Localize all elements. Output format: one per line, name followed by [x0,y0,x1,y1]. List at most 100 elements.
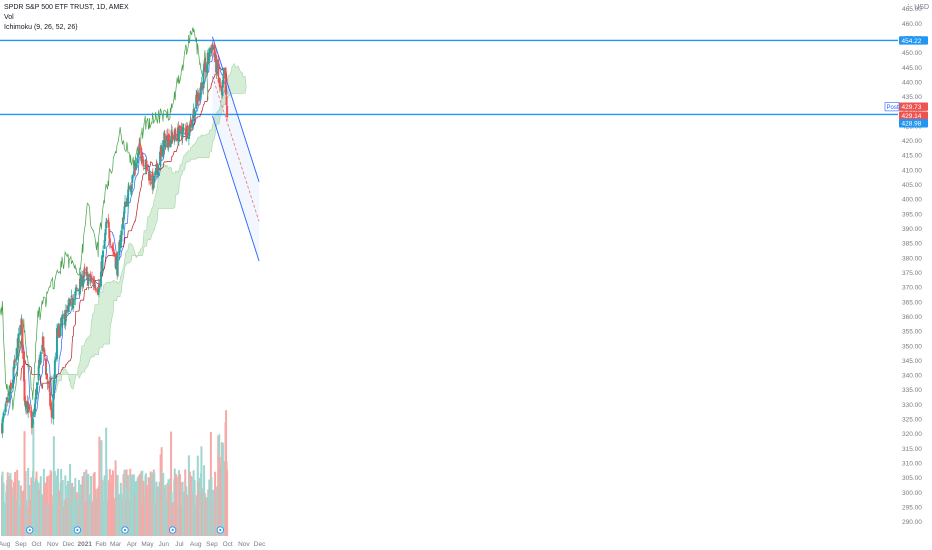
candle-body [28,406,31,410]
candle-body [112,248,115,253]
volume-bar [182,491,185,536]
candle-body [145,160,148,164]
candle-body [14,360,17,362]
candle-body [21,328,24,354]
time-tick-label: Jun [159,541,170,548]
price-tag-last [899,111,928,120]
volume-bar [120,493,123,536]
price-tag-hline-lower [899,119,928,128]
time-axis[interactable]: Aug Sep Oct Nov Dec 2021 Feb Mar Apr May Jun Jul Aug… [0,538,932,550]
candle-body [184,129,187,136]
candle-body [72,298,75,306]
volume-bar [175,475,178,536]
volume-bar [168,486,170,536]
volume-bar [28,499,31,536]
price-tag-post-text: 429.73 [902,104,922,111]
price-tick-label: 435.00 [902,94,922,101]
candle-body [82,277,85,283]
candle-body [104,229,107,235]
candle-body [3,413,6,416]
candle-body [171,132,174,136]
candle-body [63,313,66,316]
candle-body [182,127,185,131]
volume-bar [36,480,39,536]
price-tick-label: 390.00 [902,226,922,233]
volume-bar [98,436,101,536]
candle-body [162,137,165,139]
candle-body [76,290,79,292]
candle-body [64,310,67,322]
candle-body [130,188,133,192]
candle-body [177,127,180,141]
volume-bar [14,471,17,536]
candle-body [22,351,25,382]
candle-body [207,53,210,61]
regression-channel[interactable] [212,36,260,262]
price-tick-label: 365.00 [902,299,922,306]
ichimoku-indicator-label[interactable]: Ichimoku (9, 26, 52, 26) [4,24,78,31]
candle-body [110,245,113,248]
time-tick-label: Jul [175,541,184,548]
price-tick-label: 310.00 [902,461,922,468]
post-badge [884,102,900,112]
price-tick-label: 375.00 [902,270,922,277]
candle-body [221,80,224,88]
volume-bar [91,502,94,536]
volume-bar [215,486,218,536]
volume-bar [171,502,174,536]
candle-body [153,175,156,183]
time-tick-label: 2021 [77,541,92,548]
candle-body [97,285,100,293]
volume-bar [25,500,28,536]
candle-body [147,169,150,171]
volume-bar [162,472,165,536]
candle-body [187,136,190,139]
volume-bar [189,475,192,536]
candle-body [140,147,143,161]
candle-body [35,389,38,400]
post-badge-text: Post [887,105,899,111]
dividend-icon-dot [76,528,79,532]
candle-body [2,416,5,420]
candle-body [4,403,7,413]
volume-bar [157,487,159,536]
symbol-title[interactable]: SPDR S&P 500 ETF TRUST, 1D, AMEX [4,4,129,11]
candle-body [225,92,228,95]
volume-bar [72,486,75,536]
candle-body [144,168,147,169]
candle-body [52,380,55,394]
candle-body [108,238,111,244]
candle-body [57,324,60,328]
candles [1,41,229,438]
candle-body [32,411,35,417]
volume-bar [6,472,9,536]
candle-body [213,44,216,58]
candle-body [159,151,162,164]
candle-body [157,165,159,176]
candle-body [180,126,183,134]
candle-body [77,289,80,291]
candle-body [66,305,69,313]
volume-bar [50,495,53,536]
volume-bar [193,480,196,536]
candle-body [203,63,206,70]
volume-indicator-label[interactable]: Vol [4,14,14,21]
horizontal-lines[interactable] [0,39,898,116]
candle-body [89,274,92,282]
price-tick-label: 355.00 [902,329,922,336]
candle-body [218,78,221,87]
candle-body [102,250,105,258]
volume-bar [105,468,108,536]
price-tick-label: 360.00 [902,314,922,321]
price-tick-label: 385.00 [902,241,922,248]
price-tick-label: 415.00 [902,153,922,160]
currency-label[interactable]: ⋮ USD [905,4,929,11]
volume-bar [61,480,64,536]
candle-body [178,126,181,137]
volume-bar [32,420,35,536]
more-icon[interactable]: ⋮ [905,4,913,11]
price-axis[interactable]: 290.00 295.00 300.00 305.00 310.00 315.00 320.… [898,0,932,550]
time-tick-label: Dec [254,541,266,548]
time-tick-label: Aug [0,541,11,548]
